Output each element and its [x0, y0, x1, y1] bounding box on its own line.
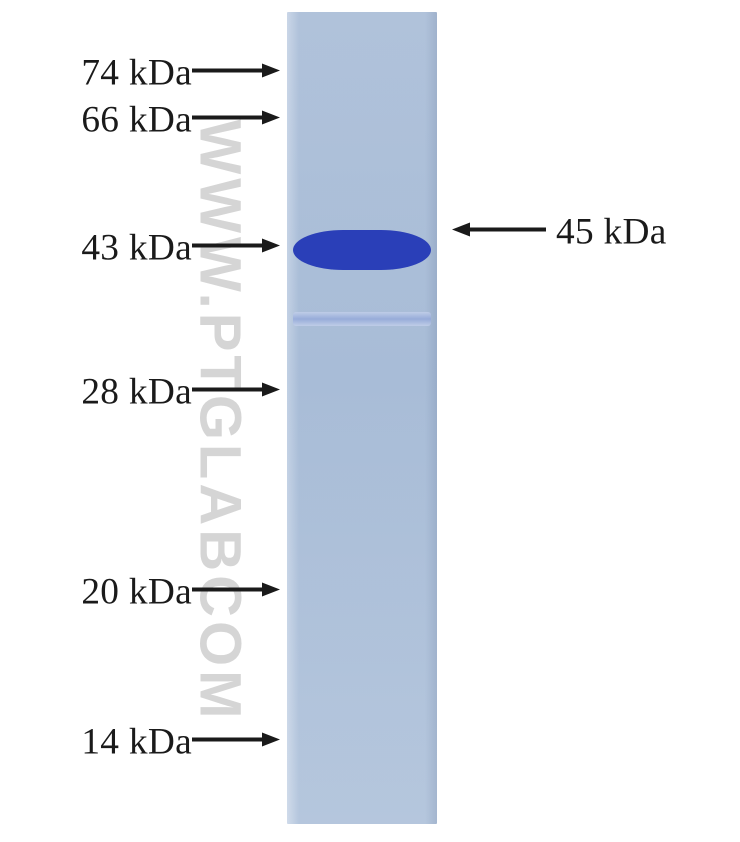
- ladder-marker-20kda: 20 kDa: [2, 571, 280, 614]
- watermark-text: WWW.PTGLABCOM: [187, 120, 254, 723]
- gel-lane: [287, 12, 437, 824]
- target-band-label-text: 45 kDa: [556, 211, 667, 254]
- arrow-right-icon: [192, 62, 280, 85]
- arrow-right-icon: [192, 731, 280, 754]
- arrow-right-icon: [192, 581, 280, 604]
- ladder-marker-66kda: 66 kDa: [2, 99, 280, 142]
- ladder-marker-text: 74 kDa: [2, 52, 192, 95]
- gel-band-target: [293, 230, 431, 270]
- arrow-left-icon: [452, 221, 546, 244]
- gel-figure: WWW.PTGLABCOM 74 kDa66 kDa 43 kDa 28 kDa 20…: [0, 0, 740, 842]
- gel-band-faint-1: [293, 312, 431, 326]
- ladder-marker-text: 28 kDa: [2, 371, 192, 414]
- arrow-right-icon: [192, 109, 280, 132]
- arrow-right-icon: [192, 381, 280, 404]
- ladder-marker-28kda: 28 kDa: [2, 371, 280, 414]
- ladder-marker-text: 14 kDa: [2, 721, 192, 764]
- ladder-marker-text: 66 kDa: [2, 99, 192, 142]
- ladder-marker-74kda: 74 kDa: [2, 52, 280, 95]
- ladder-marker-14kda: 14 kDa: [2, 721, 280, 764]
- arrow-right-icon: [192, 237, 280, 260]
- ladder-marker-text: 43 kDa: [2, 227, 192, 270]
- ladder-marker-text: 20 kDa: [2, 571, 192, 614]
- ladder-marker-43kda: 43 kDa: [2, 227, 280, 270]
- target-band-label: 45 kDa: [452, 211, 667, 254]
